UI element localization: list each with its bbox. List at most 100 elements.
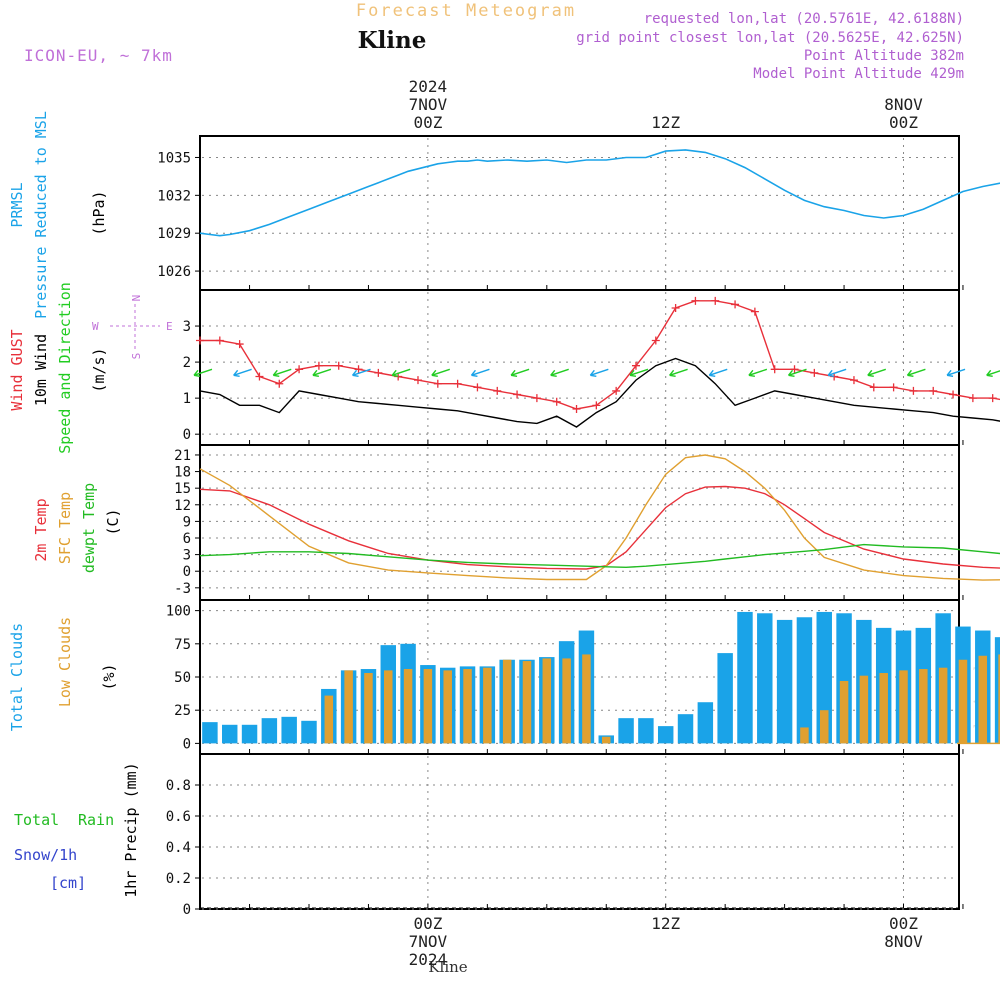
- temp-dewpt-label: dewpt Temp: [80, 483, 98, 573]
- low-clouds-bar: [483, 667, 492, 744]
- temperature-panel: [199, 444, 960, 601]
- total-clouds-bar: [301, 720, 317, 744]
- gust-marker: [513, 390, 522, 399]
- gust-marker: [909, 386, 918, 395]
- low-clouds-bar: [998, 654, 1000, 744]
- y-tick-label: 75: [174, 637, 191, 653]
- wind-arrow: [272, 368, 292, 377]
- precip-snow-unit-label: [cm]: [50, 874, 86, 892]
- point-altitude: Point Altitude 382m: [804, 48, 964, 64]
- gust-marker: [552, 397, 561, 406]
- wind-dir-label: Speed and Direction: [56, 282, 74, 454]
- gust-marker: [295, 365, 304, 374]
- temp-2m-label: 2m Temp: [32, 498, 50, 561]
- low-clouds-bar: [938, 667, 948, 744]
- total-clouds-bar: [618, 718, 634, 744]
- low-clouds-bar: [463, 669, 472, 744]
- low-clouds-bar: [859, 675, 869, 744]
- total-clouds-bar: [202, 722, 218, 744]
- wind-panel: [199, 289, 960, 446]
- y-tick-label: 1032: [157, 188, 191, 204]
- y-tick-label: 0.4: [166, 840, 191, 856]
- y-tick-label: 21: [174, 448, 191, 464]
- wind-arrow: [431, 368, 451, 377]
- compass-cross: [110, 304, 160, 350]
- 10m-wind-line: [199, 357, 1000, 428]
- wind-arrow: [827, 368, 847, 377]
- top-day-label: 8NOV: [884, 95, 923, 114]
- total-clouds-bar: [757, 613, 773, 744]
- wind-arrow: [787, 368, 807, 377]
- top-hour-label: 00Z: [413, 113, 442, 132]
- y-tick-label: 15: [174, 481, 191, 497]
- model-label: ICON-EU, ~ 7km: [24, 46, 173, 65]
- y-tick-label: 50: [174, 670, 191, 686]
- compass-n: N: [130, 295, 143, 302]
- y-tick-label: 1: [183, 391, 191, 407]
- total-clouds-bar: [717, 653, 733, 744]
- y-tick-label: 100: [166, 604, 191, 620]
- wind-arrow: [470, 368, 490, 377]
- precip-snow-label: Snow/1h: [14, 846, 77, 864]
- gust-marker: [889, 383, 898, 392]
- top-hour-label: 00Z: [889, 113, 918, 132]
- gust-marker: [869, 383, 878, 392]
- low-clouds-bar: [582, 654, 591, 744]
- y-tick-label: 0: [183, 427, 191, 443]
- gust-marker: [255, 372, 264, 381]
- gust-marker: [631, 361, 640, 370]
- total-clouds-bar: [994, 637, 1000, 744]
- pressure-panel: [199, 135, 960, 291]
- gust-marker: [810, 368, 819, 377]
- grid-layer: [195, 138, 964, 910]
- compass-e: E: [166, 320, 173, 333]
- bottom-hour-label: 00Z: [413, 914, 442, 933]
- total-clouds-bar: [281, 716, 297, 744]
- y-tick-label: 0: [183, 564, 191, 580]
- wind-arrow: [351, 368, 371, 377]
- pressure-label-prmsl: PRMSL: [8, 182, 26, 227]
- low-clouds-bar: [502, 659, 512, 744]
- low-clouds-bar: [958, 659, 968, 744]
- gust-marker: [493, 386, 502, 395]
- gust-marker: [473, 383, 482, 392]
- wind-arrow: [312, 368, 332, 377]
- precip-panel: [199, 753, 960, 910]
- y-tick-label: 12: [174, 498, 191, 514]
- requested-coords: requested lon,lat (20.5761E, 42.6188N): [644, 11, 964, 27]
- y-tick-label: 0.8: [166, 778, 191, 794]
- gust-marker: [235, 340, 244, 349]
- low-clouds-bar: [819, 710, 829, 744]
- grid-point-coords: grid point closest lon,lat (20.5625E, 42…: [576, 30, 964, 46]
- low-clouds-bar: [384, 670, 393, 744]
- gust-marker: [731, 300, 740, 309]
- gust-marker: [433, 379, 442, 388]
- bottom-day-label: 8NOV: [884, 932, 923, 951]
- total-clouds-bar: [796, 617, 813, 744]
- 2m-temp-line: [199, 485, 1000, 570]
- gust-marker: [651, 336, 660, 345]
- precip-rain-label: Rain: [78, 811, 114, 829]
- gust-marker: [949, 390, 958, 399]
- gust-marker: [711, 296, 720, 305]
- gust-marker: [413, 376, 422, 385]
- total-clouds-bar: [221, 724, 238, 744]
- total-clouds-bar: [677, 714, 694, 744]
- compass-w: W: [92, 320, 99, 333]
- gust-marker: [612, 386, 621, 395]
- total-clouds-bar: [261, 718, 278, 744]
- total-clouds-bar: [776, 619, 793, 744]
- low-clouds-bar: [562, 658, 571, 744]
- gust-marker: [929, 386, 938, 395]
- y-tick-label: 1029: [157, 226, 191, 242]
- wind-arrow: [629, 368, 649, 377]
- wind-arrow: [550, 368, 569, 377]
- total-clouds-label: Total Clouds: [8, 623, 26, 731]
- gust-marker: [354, 365, 363, 374]
- low-clouds-bar: [443, 670, 452, 744]
- wind-arrow: [193, 368, 213, 377]
- low-clouds-bar: [978, 655, 988, 744]
- y-tick-label: 9: [183, 514, 191, 530]
- wind-gust-label: Wind GUST: [8, 329, 26, 410]
